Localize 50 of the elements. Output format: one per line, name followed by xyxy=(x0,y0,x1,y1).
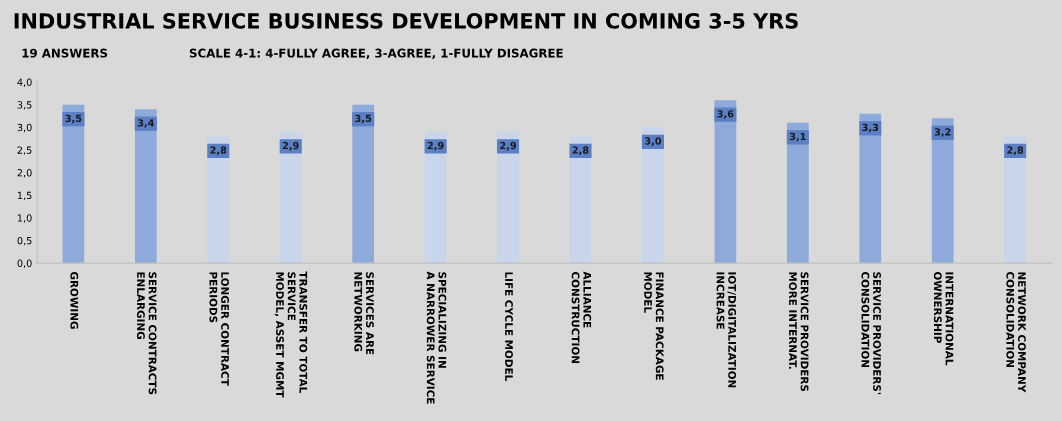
data-label: 3,2 xyxy=(934,128,951,137)
y-tick-label: 2,5 xyxy=(17,146,32,155)
data-label: 3,4 xyxy=(137,119,154,128)
data-label: 3,0 xyxy=(644,137,662,146)
x-tick-label: NETWORK COMPANY CONSOLIDATION xyxy=(1006,271,1026,393)
y-tick-label: 1,5 xyxy=(17,191,32,201)
x-tick-label: SERVICE PROVIDERS' CONSOLIDATION xyxy=(861,271,881,395)
x-tick-label: SERVICE CONTRACTS ENLARGING xyxy=(136,272,157,395)
bar xyxy=(786,122,809,264)
chart-title: INDUSTRIAL SERVICE BUSINESS DEVELOPMENT IN COMING 3-5 YRS xyxy=(14,13,798,29)
bar xyxy=(207,136,230,264)
x-tick-label: INTERNATIONAL OWNERSHIP xyxy=(933,271,954,366)
data-label: 2,8 xyxy=(1007,146,1024,155)
x-tick-label: LIFE CYCLE MODEL xyxy=(505,272,513,381)
y-tick-label: 3,0 xyxy=(17,123,32,133)
data-label: 2,9 xyxy=(500,141,517,151)
data-label: 2,9 xyxy=(427,141,444,151)
data-label: 3,6 xyxy=(717,110,734,119)
data-label: 2,8 xyxy=(210,146,227,155)
bar xyxy=(62,104,85,264)
x-tick-label: ALLIANCE CONSTRUCTION xyxy=(571,271,592,364)
x-tick-label: LONGER CONTRACT PERIODS xyxy=(209,272,229,386)
bar xyxy=(279,131,302,264)
bar xyxy=(714,100,737,264)
x-tick-label: SPECIALIZING IN A NARROWER SERVICE xyxy=(426,271,447,404)
text: SCALE 4-1: 4-FULLY AGREE, 3-AGREE, 1-FULLY DISAGREE xyxy=(189,48,563,60)
x-tick-label: TRANSFER TO TOTAL SERVICE MODEL, ASSET MGMT xyxy=(274,271,308,398)
data-label: 3,1 xyxy=(789,132,806,142)
y-tick-label: 0,5 xyxy=(17,236,32,246)
x-tick-label: SERVICES ARE NETWORKING xyxy=(354,272,374,355)
x-tick-label: GROWING xyxy=(70,271,79,329)
data-label: 2,8 xyxy=(572,146,589,155)
bar xyxy=(931,118,954,264)
bar xyxy=(352,104,375,264)
x-tick-label: IOT/DIGITALIZATION INCREASE xyxy=(716,272,737,388)
data-label: 3,5 xyxy=(65,114,82,124)
x-tick-label: SERVICE PROVIDERS MORE INTERNAT. xyxy=(788,272,809,392)
y-tick-label: 4,0 xyxy=(17,78,32,87)
data-label: 3,5 xyxy=(355,114,372,124)
chart-subtitle: 19 ANSWERS xyxy=(22,48,108,58)
bar xyxy=(859,113,882,264)
x-tick-label: FINANCE PACKAGE MODEL xyxy=(644,272,664,380)
y-tick-label: 2,0 xyxy=(17,169,32,178)
y-tick-label: 0,0 xyxy=(17,259,32,268)
data-label: 3,3 xyxy=(862,123,879,133)
data-label: 2,9 xyxy=(282,141,299,151)
y-tick-label: 1,0 xyxy=(17,214,32,223)
bar xyxy=(642,127,664,264)
y-tick-label: 3,5 xyxy=(17,101,32,110)
bar xyxy=(134,109,157,264)
